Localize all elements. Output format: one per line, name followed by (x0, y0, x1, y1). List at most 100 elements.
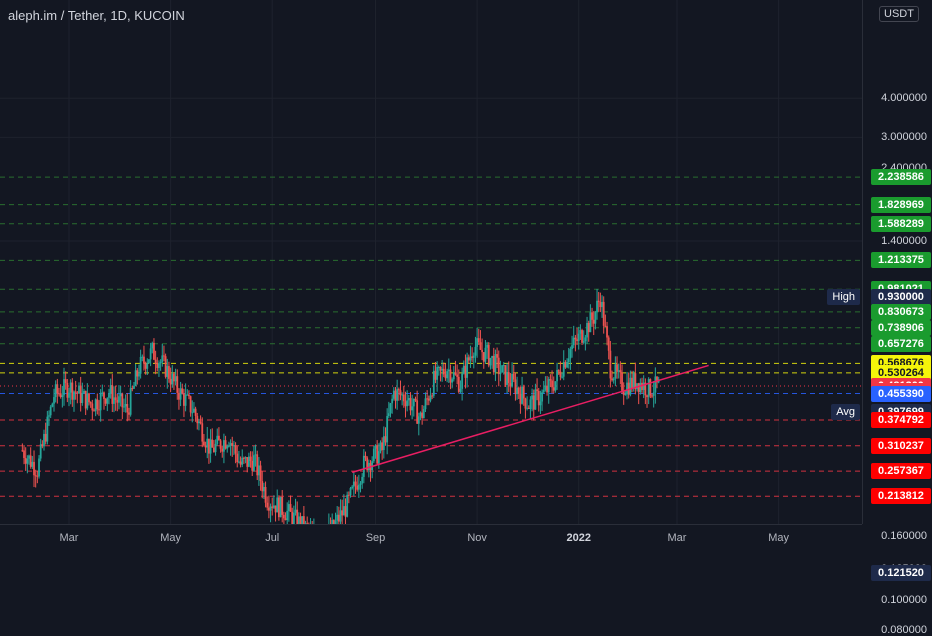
candle-body (529, 399, 532, 409)
candle-body (128, 412, 130, 415)
candle-body (644, 382, 647, 396)
candle-body (176, 376, 179, 393)
candle-body (277, 497, 280, 518)
candle-body (376, 445, 379, 464)
candle-body (542, 389, 545, 393)
candle-body (606, 326, 608, 338)
candle-body (447, 369, 450, 372)
candle-body (233, 445, 235, 447)
candle-body (612, 378, 615, 381)
candlestick-chart[interactable] (0, 0, 862, 524)
candle-body (61, 395, 64, 397)
candle-body (534, 389, 537, 410)
candle-body (299, 516, 302, 524)
avg-label: Avg (831, 403, 860, 420)
candle-body (84, 390, 87, 409)
candle-body (153, 342, 155, 360)
candle-body (213, 447, 215, 453)
candle-body (407, 398, 410, 401)
candle-body (554, 381, 557, 391)
candle-body (499, 372, 502, 375)
candle-body (491, 356, 494, 358)
candle-body (58, 393, 60, 395)
candle-body (396, 389, 399, 401)
time-tick-label: Nov (467, 532, 487, 544)
candle-body (382, 436, 385, 451)
candle-body (163, 355, 165, 357)
candle-body (367, 462, 370, 471)
candle-body (549, 379, 552, 381)
candle-body (346, 494, 349, 517)
candle-body (646, 395, 648, 398)
candle-body (547, 379, 550, 393)
candle-body (284, 518, 287, 521)
candle-body (614, 364, 617, 379)
price-tick-label: 0.160000 (881, 529, 927, 542)
candle-body (341, 510, 344, 516)
candle-body (442, 368, 445, 375)
candle-body (53, 397, 55, 404)
candle-body (441, 368, 444, 371)
candle-body (39, 444, 42, 459)
candle-body (26, 458, 29, 464)
candle-body (471, 356, 474, 358)
candle-body (154, 359, 157, 364)
candle-body (391, 398, 394, 404)
candle-body (519, 393, 522, 404)
candle-body (79, 385, 82, 403)
candle-body (484, 347, 487, 362)
candle-body (306, 523, 309, 524)
time-tick-label: 2022 (566, 532, 591, 544)
candle-body (46, 416, 49, 442)
candle-body (164, 356, 167, 377)
candle-body (64, 379, 67, 383)
candle-body (616, 364, 618, 372)
candle-body (347, 494, 350, 496)
candle-body (456, 374, 459, 377)
candle-body (48, 415, 50, 417)
candle-body (68, 392, 70, 398)
candle-body (541, 392, 543, 402)
candle-body (439, 366, 442, 371)
candle-body (351, 486, 354, 489)
candle-body (401, 394, 404, 396)
candle-body (116, 399, 119, 403)
candle-body (104, 398, 107, 404)
candle-body (424, 398, 427, 410)
candle-body (584, 337, 587, 342)
candle-body (591, 312, 593, 320)
chart-area[interactable]: aleph.im / Tether, 1D, KUCOIN HighAvgLow (0, 0, 862, 524)
candle-body (109, 385, 112, 394)
candle-body (577, 333, 580, 342)
candle-body (422, 409, 425, 419)
price-level-tag: 0.930000 (871, 288, 931, 305)
candle-body (502, 365, 505, 367)
time-axis[interactable]: Mar May Jul Sep Nov 2022 Mar May (0, 524, 862, 551)
candle-body (354, 481, 357, 486)
candle-body (159, 361, 162, 364)
candle-body (108, 393, 110, 398)
candle-body (609, 350, 612, 379)
candle-body (444, 374, 447, 379)
candle-body (216, 435, 219, 444)
candle-body (146, 363, 149, 369)
candle-body (617, 370, 620, 372)
candle-body (397, 389, 400, 391)
candle-body (289, 504, 292, 512)
candle-body (238, 461, 240, 463)
candle-body (402, 394, 405, 402)
candle-body (446, 371, 449, 379)
candle-body (562, 362, 565, 377)
candle-body (161, 355, 164, 362)
candle-body (131, 388, 134, 390)
candle-body (332, 519, 335, 524)
candle-body (429, 395, 432, 401)
candle-body (432, 370, 435, 396)
candle-body (366, 457, 369, 471)
candle-body (437, 366, 440, 368)
currency-badge[interactable]: USDT (879, 6, 919, 22)
price-axis[interactable]: USDT 4.000000 3.000000 2.400000 1.400000 0.1… (862, 0, 932, 636)
candle-body (178, 392, 180, 400)
candle-body (521, 386, 523, 404)
candle-body (619, 370, 622, 373)
